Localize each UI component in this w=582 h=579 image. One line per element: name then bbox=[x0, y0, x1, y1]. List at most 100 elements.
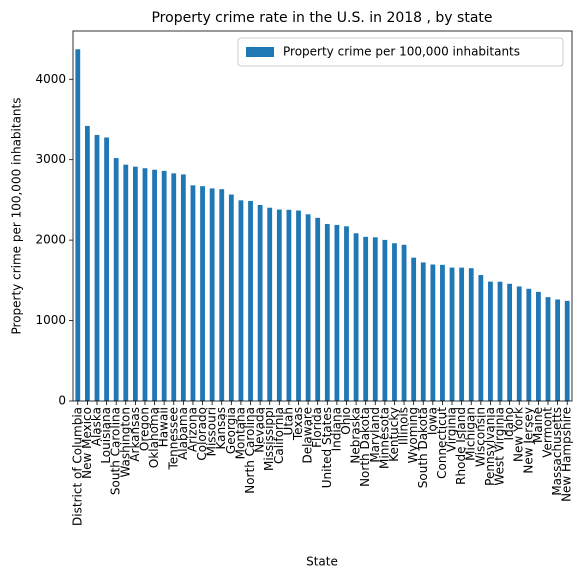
y-tick-label: 3000 bbox=[35, 152, 66, 166]
x-tick-label: Georgia bbox=[224, 407, 238, 454]
bar bbox=[334, 224, 340, 401]
bar bbox=[478, 275, 484, 401]
legend-label: Property crime per 100,000 inhabitants bbox=[283, 45, 520, 59]
bar bbox=[488, 281, 493, 401]
y-tick-label: 0 bbox=[58, 394, 66, 408]
x-tick-label: North Carolina bbox=[243, 407, 257, 494]
x-tick-label: Kentucky bbox=[387, 407, 401, 462]
bar bbox=[545, 297, 551, 401]
x-tick-label: Mississippi bbox=[262, 407, 276, 471]
y-axis-label: Property crime per 100,000 inhabitants bbox=[10, 98, 24, 335]
bar bbox=[257, 204, 263, 401]
bar bbox=[382, 239, 388, 401]
bar bbox=[94, 135, 100, 401]
bar bbox=[344, 226, 349, 401]
bar bbox=[296, 210, 301, 401]
bar bbox=[123, 164, 129, 401]
bar bbox=[180, 174, 186, 401]
x-tick-label: New Jersey bbox=[521, 407, 535, 474]
bar bbox=[440, 264, 445, 401]
bar bbox=[420, 262, 426, 401]
x-tick-label: Maryland bbox=[368, 407, 382, 463]
bar bbox=[430, 264, 436, 401]
x-tick-label: West Virginia bbox=[493, 407, 507, 486]
x-tick-label: Oregon bbox=[137, 407, 151, 451]
bar bbox=[219, 189, 225, 401]
x-tick-label: Wyoming bbox=[406, 407, 420, 463]
x-tick-label: Louisiana bbox=[99, 407, 113, 464]
bar bbox=[238, 200, 244, 401]
bar bbox=[190, 185, 196, 401]
x-tick-label: Texas bbox=[291, 407, 305, 441]
x-tick-label: Washington bbox=[118, 407, 132, 478]
x-tick-label: Minnesota bbox=[377, 407, 391, 469]
bar bbox=[449, 267, 455, 401]
bar bbox=[468, 268, 474, 401]
bar bbox=[392, 243, 397, 401]
x-tick-label: Nevada bbox=[253, 407, 267, 453]
x-tick-label: Illinois bbox=[397, 407, 411, 445]
plot-frame bbox=[72, 30, 573, 402]
x-tick-label: Pennsylvania bbox=[483, 407, 497, 486]
bar bbox=[276, 209, 282, 401]
bar bbox=[228, 194, 234, 401]
x-tick-label: Indiana bbox=[329, 407, 343, 451]
bar bbox=[459, 267, 465, 401]
bar bbox=[286, 209, 292, 401]
bar bbox=[142, 168, 148, 401]
x-tick-label: South Carolina bbox=[109, 407, 123, 495]
x-tick-label: Iowa bbox=[425, 407, 439, 435]
bar bbox=[84, 125, 90, 402]
bar bbox=[564, 300, 570, 401]
bar bbox=[209, 188, 215, 401]
x-tick-label: South Dakota bbox=[416, 407, 430, 488]
x-tick-label: Tennessee bbox=[166, 407, 180, 471]
x-tick-label: Florida bbox=[310, 407, 324, 448]
x-tick-label: New Hampshire bbox=[560, 407, 574, 502]
legend: Property crime per 100,000 inhabitants bbox=[237, 37, 564, 67]
bar bbox=[75, 49, 81, 401]
x-tick-label: Colorado bbox=[195, 407, 209, 461]
x-tick-label: Vermont bbox=[541, 407, 555, 458]
bar bbox=[363, 236, 369, 401]
bar bbox=[411, 257, 417, 401]
bar bbox=[372, 237, 378, 401]
x-tick-label: Utah bbox=[281, 407, 295, 435]
x-tick-label: Wisconsin bbox=[473, 407, 487, 467]
x-tick-label: Massachusetts bbox=[550, 407, 564, 496]
bar bbox=[516, 286, 522, 401]
bar bbox=[171, 173, 177, 401]
bar bbox=[353, 233, 359, 401]
x-axis-label: State bbox=[306, 555, 338, 569]
legend-box bbox=[237, 37, 564, 67]
x-tick-label: Ohio bbox=[339, 407, 353, 435]
x-tick-label: North Dakota bbox=[358, 407, 372, 487]
x-tick-label: California bbox=[272, 407, 286, 464]
y-tick-label: 2000 bbox=[35, 233, 66, 247]
bar bbox=[526, 288, 532, 401]
bar bbox=[497, 281, 503, 401]
x-tick-label: Nebraska bbox=[349, 407, 363, 464]
x-tick-label: Arkansas bbox=[128, 407, 142, 462]
x-tick-label: Missouri bbox=[205, 407, 219, 456]
bar bbox=[152, 169, 157, 401]
x-tick-label: United States bbox=[320, 407, 334, 488]
bar bbox=[267, 207, 273, 401]
bar bbox=[161, 170, 167, 401]
bar bbox=[305, 214, 311, 401]
bar bbox=[401, 244, 407, 401]
bar bbox=[104, 137, 109, 401]
y-tick-label: 1000 bbox=[35, 313, 66, 327]
x-tick-label: Virginia bbox=[445, 407, 459, 452]
legend-swatch bbox=[246, 47, 274, 57]
bar bbox=[200, 186, 205, 401]
x-tick-label: District of Columbia bbox=[70, 407, 84, 526]
bar bbox=[536, 291, 541, 401]
x-tick-label: Rhode Island bbox=[454, 407, 468, 485]
x-tick-label: Kansas bbox=[214, 407, 228, 449]
bar bbox=[555, 299, 561, 401]
x-tick-label: Alaska bbox=[89, 407, 103, 446]
x-tick-label: Arizona bbox=[185, 407, 199, 452]
x-tick-label: Hawaii bbox=[157, 407, 171, 447]
